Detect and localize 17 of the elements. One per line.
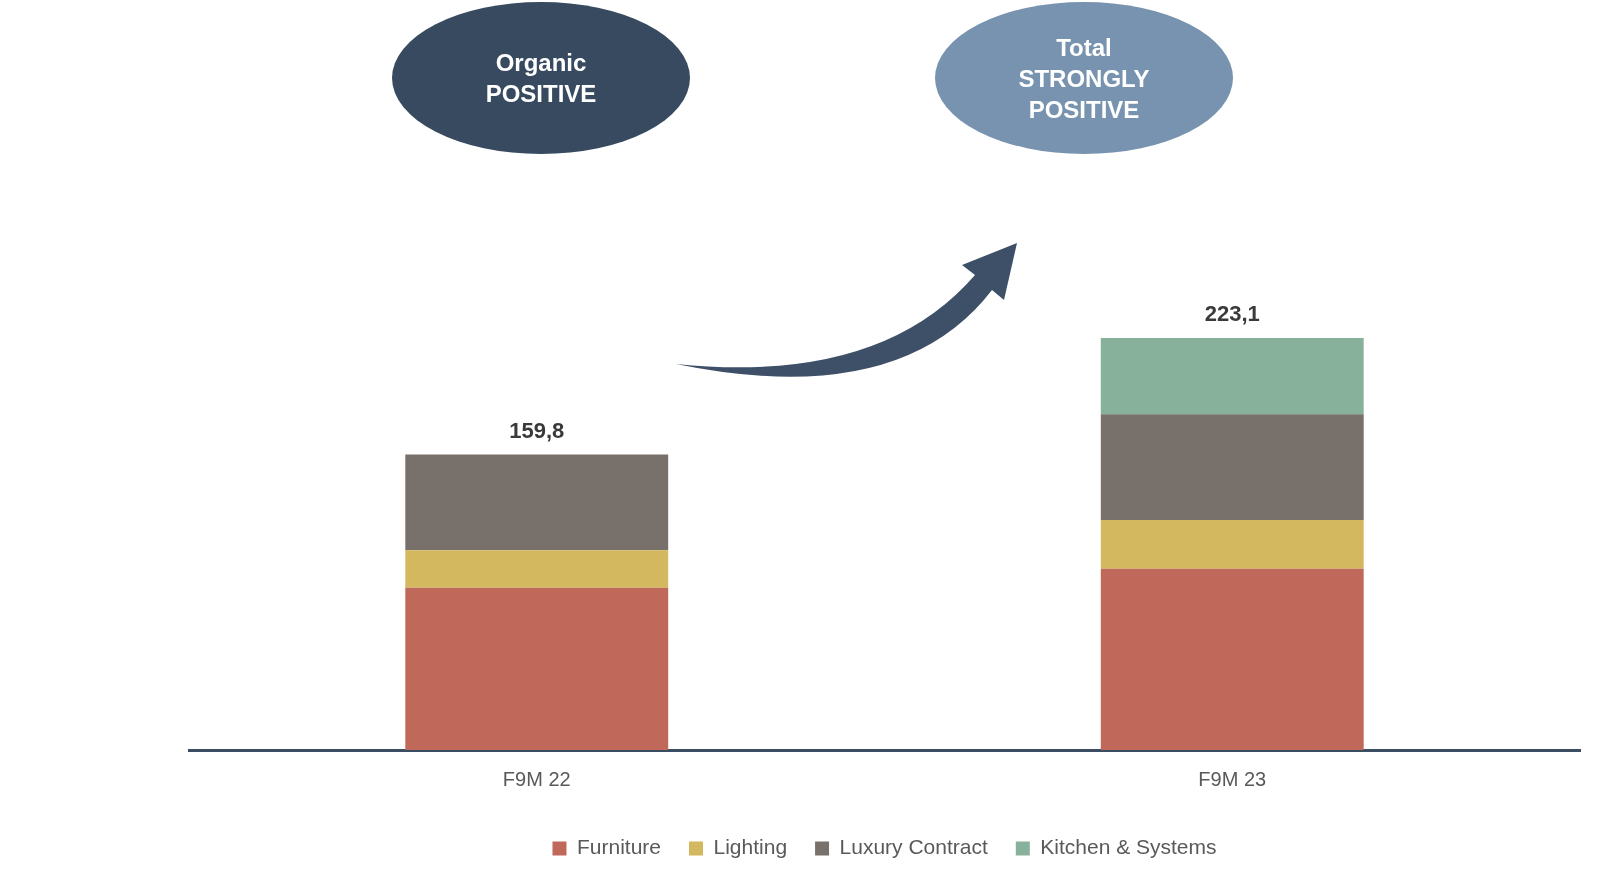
bar: [405, 550, 669, 588]
bar: [1100, 520, 1364, 569]
x-tick-label: F9M 22: [502, 767, 571, 790]
bar: [405, 587, 669, 750]
legend-label: Furniture: [576, 835, 661, 859]
legend-label: Kitchen & Systems: [1040, 835, 1217, 859]
annotation: 159,8: [509, 417, 565, 443]
legend-label: Lighting: [713, 835, 788, 859]
annotation: 223,1: [1204, 301, 1260, 327]
ellipse-shape: Total STRONGLY POSITIVE: [935, 2, 1233, 154]
bar: [1100, 414, 1364, 521]
bar: [1100, 338, 1364, 415]
bar: [1100, 568, 1364, 750]
x-tick-label: F9M 23: [1198, 767, 1267, 790]
bar: [405, 454, 669, 551]
ellipse-shape: Organic POSITIVE: [392, 2, 690, 154]
legend-label: Luxury Contract: [839, 835, 988, 859]
